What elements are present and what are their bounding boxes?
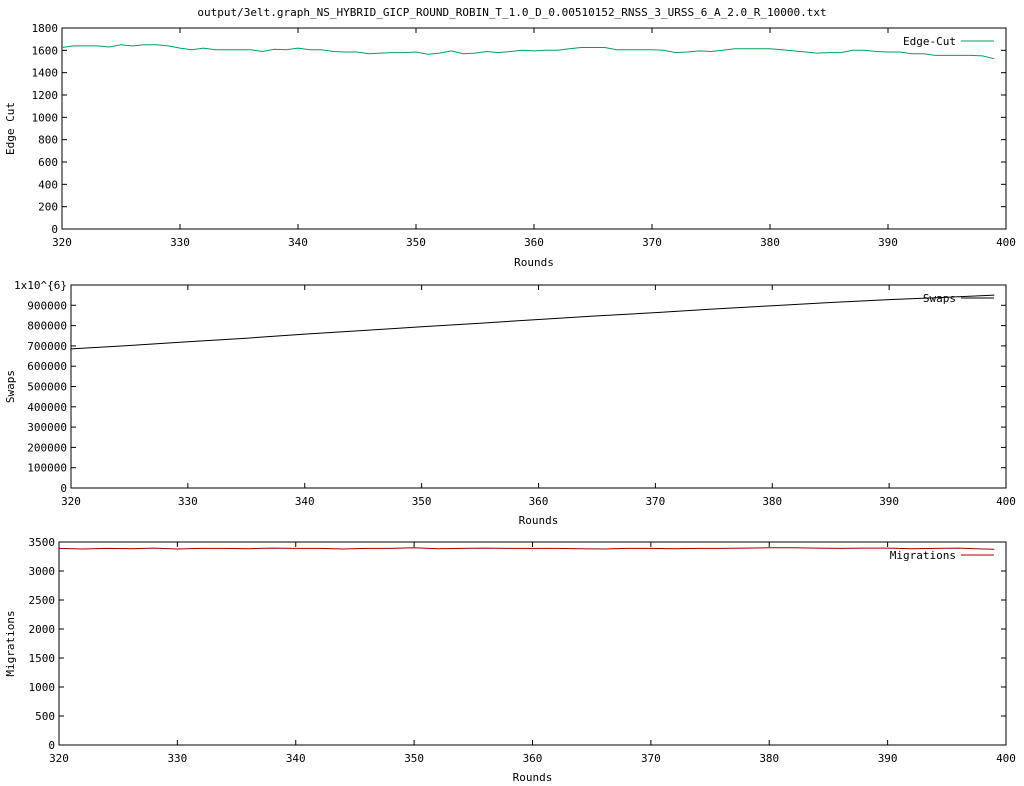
y-tick-label: 3500 <box>29 536 56 549</box>
legend-label: Edge-Cut <box>903 35 956 48</box>
x-tick-label: 330 <box>167 752 187 765</box>
series-line-migrations <box>58 547 995 550</box>
y-tick-label: 1200 <box>32 89 59 102</box>
y-tick-label: 100000 <box>27 462 67 475</box>
y-tick-label: 700000 <box>27 340 67 353</box>
y-tick-label: 200000 <box>27 441 67 454</box>
plot-frame <box>58 541 1007 746</box>
series-line-swaps <box>70 294 995 350</box>
y-axis-label: Migrations <box>4 610 17 676</box>
y-tick-label: 900000 <box>27 299 67 312</box>
y-tick-label: 1x10^{6} <box>14 279 67 292</box>
x-tick-label: 320 <box>61 495 81 508</box>
y-tick-label: 1000 <box>32 111 59 124</box>
x-tick-label: 350 <box>404 752 424 765</box>
plot-frame <box>70 284 1007 489</box>
x-tick-label: 390 <box>878 752 898 765</box>
y-tick-label: 300000 <box>27 421 67 434</box>
x-tick-label: 340 <box>286 752 306 765</box>
y-tick-label: 0 <box>51 223 58 236</box>
x-tick-label: 340 <box>295 495 315 508</box>
x-tick-label: 380 <box>760 236 780 249</box>
y-tick-label: 500000 <box>27 381 67 394</box>
x-tick-label: 380 <box>759 752 779 765</box>
y-tick-label: 800 <box>38 134 58 147</box>
y-tick-label: 0 <box>60 482 67 495</box>
y-tick-label: 1000 <box>29 681 56 694</box>
chart-panel-1: 320 330 340 350 360 370 380 390 400 0 200 400 600 800… <box>4 22 1016 269</box>
chart-panel-2: 320 330 340 350 360 370 380 390 400 0 100000 200000… <box>4 279 1016 527</box>
x-tick-label: 340 <box>288 236 308 249</box>
y-tick-label: 600000 <box>27 360 67 373</box>
y-axis-label: Edge Cut <box>4 102 17 155</box>
x-tick-label: 320 <box>52 236 72 249</box>
x-tick-label: 370 <box>641 752 661 765</box>
x-tick-label: 360 <box>524 236 544 249</box>
x-tick-label: 350 <box>406 236 426 249</box>
legend-label: Migrations <box>890 549 956 562</box>
y-tick-label: 200 <box>38 201 58 214</box>
chart-panel-3: 320 330 340 350 360 370 380 390 400 0 500 1000 1500 2… <box>4 536 1016 784</box>
y-tick-label: 600 <box>38 156 58 169</box>
figure-title: output/3elt.graph_NS_HYBRID_GICP_ROUND_R… <box>197 6 826 19</box>
plot-frame <box>61 27 1007 230</box>
x-tick-label: 320 <box>49 752 69 765</box>
x-tick-label: 400 <box>996 752 1016 765</box>
y-tick-label: 2000 <box>29 623 56 636</box>
y-tick-label: 1800 <box>32 22 59 35</box>
y-tick-label: 3000 <box>29 565 56 578</box>
y-tick-label: 1400 <box>32 67 59 80</box>
y-tick-label: 800000 <box>27 320 67 333</box>
x-tick-label: 350 <box>412 495 432 508</box>
x-tick-label: 360 <box>529 495 549 508</box>
x-tick-label: 370 <box>645 495 665 508</box>
x-tick-label: 330 <box>170 236 190 249</box>
x-axis-label: Rounds <box>513 771 553 784</box>
x-tick-label: 400 <box>996 495 1016 508</box>
y-tick-label: 0 <box>48 739 55 752</box>
y-tick-label: 500 <box>35 710 55 723</box>
x-tick-label: 390 <box>878 236 898 249</box>
x-tick-label: 330 <box>178 495 198 508</box>
x-tick-label: 400 <box>996 236 1016 249</box>
series-line-edge-cut <box>61 44 995 60</box>
y-tick-label: 400000 <box>27 401 67 414</box>
y-tick-label: 1600 <box>32 44 59 57</box>
x-tick-label: 370 <box>642 236 662 249</box>
y-axis-label: Swaps <box>4 370 17 403</box>
y-tick-label: 400 <box>38 178 58 191</box>
x-axis-label: Rounds <box>519 514 559 527</box>
x-tick-label: 390 <box>879 495 899 508</box>
x-tick-label: 380 <box>762 495 782 508</box>
x-tick-label: 360 <box>523 752 543 765</box>
x-axis-label: Rounds <box>514 256 554 269</box>
legend-label: Swaps <box>923 292 956 305</box>
y-tick-label: 1500 <box>29 652 56 665</box>
y-tick-label: 2500 <box>29 594 56 607</box>
chart-panels: 320 330 340 350 360 370 380 390 400 0 200 400 600 800… <box>4 22 1016 784</box>
